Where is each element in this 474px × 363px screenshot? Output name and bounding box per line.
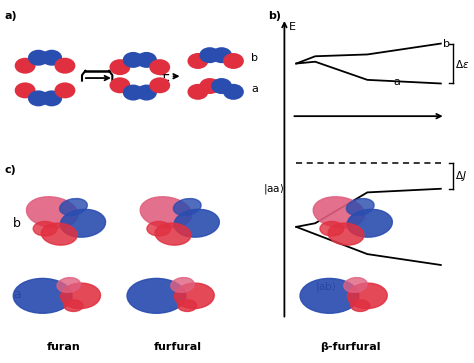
Text: $|$aa$\rangle$: $|$aa$\rangle$: [263, 182, 284, 196]
Circle shape: [28, 90, 49, 106]
Ellipse shape: [57, 278, 81, 292]
Circle shape: [15, 58, 36, 74]
Ellipse shape: [61, 283, 100, 309]
Ellipse shape: [344, 278, 367, 292]
Ellipse shape: [13, 278, 72, 313]
Circle shape: [136, 52, 157, 68]
Text: b: b: [251, 53, 258, 63]
Circle shape: [199, 47, 220, 63]
Ellipse shape: [300, 278, 359, 313]
Circle shape: [223, 53, 244, 69]
Ellipse shape: [155, 223, 191, 245]
Text: b): b): [268, 11, 281, 21]
Ellipse shape: [171, 278, 194, 292]
Ellipse shape: [320, 221, 344, 236]
Ellipse shape: [147, 221, 171, 236]
Ellipse shape: [127, 278, 186, 313]
Circle shape: [109, 59, 130, 75]
Ellipse shape: [174, 283, 214, 309]
Circle shape: [28, 50, 49, 66]
Circle shape: [187, 53, 208, 69]
Circle shape: [149, 77, 170, 93]
Ellipse shape: [328, 223, 364, 245]
Ellipse shape: [351, 300, 370, 311]
Text: $|$ab$\rangle$: $|$ab$\rangle$: [315, 280, 337, 294]
Circle shape: [123, 52, 144, 68]
Circle shape: [41, 50, 62, 66]
Text: $\Delta\varepsilon$: $\Delta\varepsilon$: [455, 57, 469, 70]
Ellipse shape: [174, 209, 219, 237]
Ellipse shape: [313, 197, 365, 228]
Circle shape: [55, 58, 75, 74]
Ellipse shape: [27, 197, 78, 228]
Text: a: a: [13, 287, 21, 301]
Text: a: a: [251, 84, 258, 94]
Ellipse shape: [346, 199, 374, 215]
Text: b: b: [13, 217, 21, 230]
Ellipse shape: [178, 300, 197, 311]
Circle shape: [123, 85, 144, 101]
Text: a: a: [393, 77, 401, 87]
Circle shape: [109, 77, 130, 93]
Text: β-furfural: β-furfural: [320, 342, 381, 352]
Text: ±: ±: [157, 69, 170, 84]
Text: E: E: [289, 22, 296, 32]
Text: b: b: [443, 38, 450, 49]
Ellipse shape: [60, 199, 87, 215]
Text: c): c): [5, 165, 17, 175]
Ellipse shape: [347, 283, 387, 309]
Ellipse shape: [41, 223, 77, 245]
Circle shape: [211, 78, 232, 94]
Circle shape: [199, 78, 220, 94]
Circle shape: [187, 84, 208, 100]
Text: a): a): [5, 11, 18, 21]
Text: furfural: furfural: [154, 342, 202, 352]
Text: $\Delta J$: $\Delta J$: [455, 169, 467, 183]
Circle shape: [211, 47, 232, 63]
Ellipse shape: [140, 197, 191, 228]
Circle shape: [223, 84, 244, 100]
Circle shape: [55, 82, 75, 98]
Ellipse shape: [173, 199, 201, 215]
Ellipse shape: [347, 209, 392, 237]
Ellipse shape: [64, 300, 83, 311]
Circle shape: [149, 59, 170, 75]
Circle shape: [15, 82, 36, 98]
Text: furan: furan: [47, 342, 81, 352]
Circle shape: [136, 85, 157, 101]
Circle shape: [41, 90, 62, 106]
Ellipse shape: [33, 221, 57, 236]
Ellipse shape: [60, 209, 106, 237]
